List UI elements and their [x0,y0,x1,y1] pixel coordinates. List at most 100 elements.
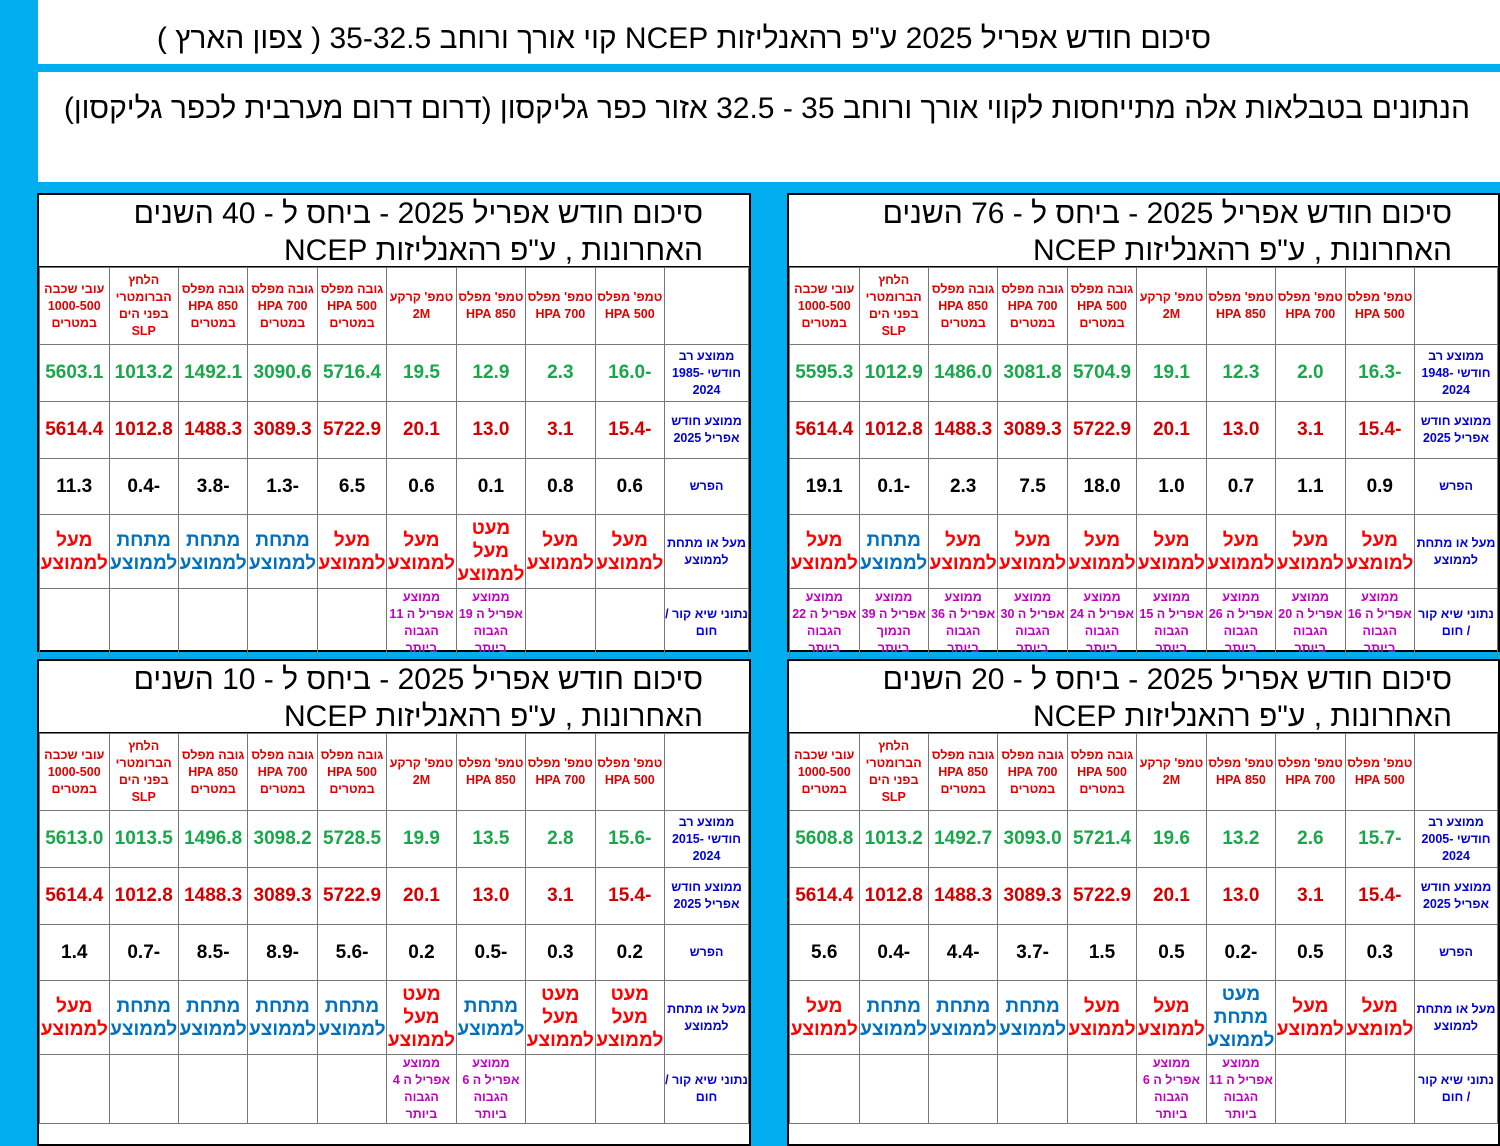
difference-row: הפרש 0.2 0.3 -0.5 0.2 -5.6 -8.9 -8.5 -0.7 1.4 [39,924,749,981]
current-cell: -15.4 [1344,867,1416,925]
difference-cell: 6.5 [316,458,388,515]
records-cell: ממוצע אפריל ה 4 הגבוה ביותר [386,1054,457,1124]
records-cell: ממוצע אפריל ה 39 הנמוך ביותר [858,588,929,658]
average-cell: 12.9 [455,344,527,402]
column-header: טמפ' קרקע 2M [1136,733,1207,811]
records-cell [858,1054,929,1124]
column-header: טמפ' מפלס 500 HPA [1344,267,1416,345]
current-cell: 5722.9 [316,867,388,925]
difference-cell: 0.8 [525,458,596,515]
average-cell: 13.2 [1205,810,1277,868]
current-cell: -15.4 [594,867,666,925]
difference-cell: 5.6 [789,924,860,981]
records-cell: ממוצע אפריל ה 36 הגבוה ביותר [927,588,999,658]
records-cell [39,1054,110,1124]
panel-40-years: סיכום חודש אפריל 2025 - ביחס ל - 40 השני… [37,193,751,658]
column-header: גובה מפלס 500 HPA במטרים [1066,733,1138,811]
row-label: הפרש [664,458,749,515]
records-row: נתוני שיא קור / חום ממוצע אפריל ה 19 הגבו… [39,588,749,658]
current-cell: 1012.8 [858,867,929,925]
average-row: ממוצע רב חודשי 2005-2024 -15.7 2.6 13.2 19.6… [789,810,1498,868]
summary-table: טמפ' מפלס 500 HPA טמפ' מפלס 700 HPA טמפ' מ… [789,267,1498,658]
difference-cell: 1.4 [39,924,110,981]
current-cell: 5722.9 [316,401,388,459]
records-row: נתוני שיא קור / חום ממוצע אפריל ה 11 הגבו… [789,1054,1498,1124]
difference-cell: 0.9 [1344,458,1416,515]
panel-title: סיכום חודש אפריל 2025 - ביחס ל - 76 השני… [789,195,1498,267]
average-cell: 5704.9 [1066,344,1138,402]
current-cell: 3089.3 [997,401,1068,459]
records-cell: ממוצע אפריל ה 16 הגבוה ביותר [1344,588,1416,658]
average-cell: -16.0 [594,344,666,402]
column-header: טמפ' מפלס 850 HPA [455,733,527,811]
average-cell: 13.5 [455,810,527,868]
average-cell: -15.6 [594,810,666,868]
row-label: ממוצע רב חודשי 2015-2024 [664,810,749,868]
column-header: טמפ' קרקע 2M [386,267,457,345]
status-cell: מתחת לממוצע [247,514,318,589]
difference-cell: -8.9 [247,924,318,981]
current-cell: 1012.8 [858,401,929,459]
average-cell: 1492.1 [177,344,249,402]
difference-cell: 0.3 [1344,924,1416,981]
status-cell: מעל לממוצע [594,514,666,589]
records-cell [1344,1054,1416,1124]
current-cell: -15.4 [594,401,666,459]
average-cell: 19.5 [386,344,457,402]
column-header: טמפ' מפלס 500 HPA [1344,733,1416,811]
records-cell: ממוצע אפריל ה 11 הגבוה ביותר [1205,1054,1277,1124]
records-cell [177,1054,249,1124]
records-cell [789,1054,860,1124]
column-header: גובה מפלס 850 HPA במטרים [177,267,249,345]
column-header: גובה מפלס 500 HPA במטרים [1066,267,1138,345]
page-title: סיכום חודש אפריל 2025 ע"פ רהאנליזות NCEP… [156,22,1212,55]
records-cell [997,1054,1068,1124]
current-row: ממוצע חודש אפריל 2025 -15.4 3.1 13.0 20.1 572… [39,867,749,925]
page-description: הנתונים בטבלאות אלה מתייחסות לקווי אורך … [63,92,1470,125]
status-row: מעל או מתחת לממוצע מעט מעל לממוצע מעט מעל … [39,980,749,1055]
records-cell: ממוצע אפריל ה 26 הגבוה ביותר [1205,588,1277,658]
panel-title: סיכום חודש אפריל 2025 - ביחס ל - 20 השני… [789,661,1498,733]
header-row: טמפ' מפלס 500 HPA טמפ' מפלס 700 HPA טמפ' מ… [789,733,1498,811]
records-cell: ממוצע אפריל ה 11 הגבוה ביותר [386,588,457,658]
records-cell: ממוצע אפריל ה 15 הגבוה ביותר [1136,588,1207,658]
difference-cell: -8.5 [177,924,249,981]
column-header: טמפ' מפלס 700 HPA [525,733,596,811]
column-header: הלחץ הברומטרי בפני הים SLP [108,733,179,811]
corner-cell [1414,267,1498,345]
records-cell [177,588,249,658]
current-cell: 20.1 [386,867,457,925]
difference-cell: 11.3 [39,458,110,515]
status-cell: מתחת לממוצע [108,980,179,1055]
status-cell: מעל למומצע [1344,980,1416,1055]
header-row: טמפ' מפלס 500 HPA טמפ' מפלס 700 HPA טמפ' מ… [39,733,749,811]
status-cell: מעט מעל לממוצע [525,980,596,1055]
average-cell: -15.7 [1344,810,1416,868]
records-cell [316,1054,388,1124]
current-cell: 20.1 [1136,867,1207,925]
row-label: ממוצע חודש אפריל 2025 [1414,401,1498,459]
difference-cell: -5.6 [316,924,388,981]
average-cell: 1012.9 [858,344,929,402]
records-cell [39,588,110,658]
current-cell: 1012.8 [108,867,179,925]
header-row: טמפ' מפלס 500 HPA טמפ' מפלס 700 HPA טמפ' מ… [789,267,1498,345]
row-label: נתוני שיא קור / חום [1414,1054,1498,1124]
summary-table: טמפ' מפלס 500 HPA טמפ' מפלס 700 HPA טמפ' מ… [39,733,749,1124]
row-label: הפרש [1414,924,1498,981]
current-cell: 3.1 [525,867,596,925]
records-cell: ממוצע אפריל ה 22 הגבוה ביותר [789,588,860,658]
average-cell: 5721.4 [1066,810,1138,868]
average-cell: 2.0 [1275,344,1346,402]
status-cell: מתחת לממוצע [177,514,249,589]
records-cell: ממוצע אפריל ה 6 הגבוה ביותר [1136,1054,1207,1124]
summary-table: טמפ' מפלס 500 HPA טמפ' מפלס 700 HPA טמפ' מ… [789,733,1498,1124]
difference-cell: -0.1 [858,458,929,515]
column-header: עובי שכבה 1000-500 במטרים [39,733,110,811]
row-label: נתוני שיא קור / חום [664,588,749,658]
status-cell: מתחת לממוצע [316,980,388,1055]
column-header: גובה מפלס 700 HPA במטרים [997,267,1068,345]
average-cell: 5603.1 [39,344,110,402]
column-header: טמפ' קרקע 2M [386,733,457,811]
difference-cell: 19.1 [789,458,860,515]
